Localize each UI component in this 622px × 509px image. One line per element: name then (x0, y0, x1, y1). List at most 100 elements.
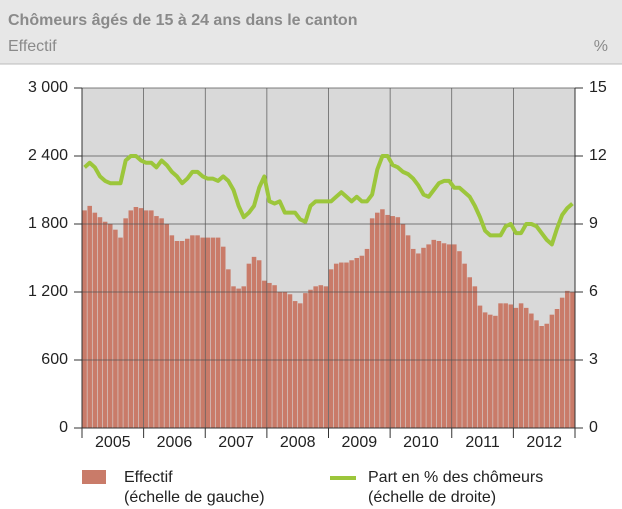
bar (154, 216, 159, 428)
bar (97, 217, 103, 428)
bar (123, 218, 128, 428)
bar (518, 303, 524, 428)
y2-tick-label: 0 (589, 419, 598, 436)
bar (493, 315, 498, 428)
bar (87, 205, 92, 428)
bar (267, 282, 272, 428)
bar (323, 286, 329, 428)
bar (200, 237, 205, 428)
y2-tick-label: 9 (589, 215, 598, 232)
bar (205, 237, 211, 428)
bar (436, 241, 442, 428)
x-tick-label: 2011 (465, 434, 500, 451)
bar (159, 218, 164, 428)
bar (149, 210, 154, 428)
bar (452, 244, 457, 428)
bar (210, 237, 216, 428)
bar (118, 237, 123, 428)
bar (508, 304, 514, 428)
bar (102, 221, 108, 428)
y-tick-label: 1 200 (28, 283, 68, 300)
bar (82, 210, 87, 428)
bar (164, 224, 170, 428)
bar (559, 297, 565, 428)
legend-note: (échelle de droite) (368, 489, 496, 506)
bar (549, 314, 555, 428)
y-tick-label: 3 000 (28, 79, 68, 96)
y2-tick-label: 15 (589, 79, 607, 96)
y-tick-label: 1 800 (28, 215, 68, 232)
bar (143, 210, 149, 428)
bar (467, 277, 472, 428)
y-tick-label: 600 (41, 351, 68, 368)
bar (128, 210, 134, 428)
x-tick-label: 2007 (218, 434, 254, 451)
bar (262, 280, 267, 428)
y2-unit: % (594, 38, 608, 55)
bar (256, 260, 262, 428)
bar (400, 224, 406, 428)
bar (534, 320, 539, 428)
bar (472, 286, 478, 428)
bar (339, 262, 344, 428)
bar (236, 288, 241, 428)
bar (441, 243, 447, 428)
bar (354, 258, 360, 428)
bar (251, 256, 257, 428)
bar (380, 209, 385, 428)
bar (487, 314, 493, 428)
bar (190, 235, 195, 428)
x-tick-label: 2009 (342, 434, 378, 451)
bar (174, 241, 180, 428)
bar (344, 262, 349, 428)
bar (462, 263, 467, 428)
legend-swatch (82, 470, 106, 484)
bar (333, 263, 339, 428)
y-tick-label: 2 400 (28, 147, 68, 164)
legend-label: Effectif (124, 469, 173, 486)
bar (220, 246, 226, 428)
bar (169, 235, 175, 428)
y2-tick-label: 12 (589, 147, 607, 164)
bar (297, 303, 303, 428)
bar (195, 235, 200, 428)
bar (292, 301, 298, 428)
bar (410, 248, 416, 428)
chart-subtitle: Effectif (8, 38, 57, 55)
bar (421, 247, 426, 428)
bar (328, 269, 334, 428)
bar (359, 255, 365, 428)
bar (554, 309, 560, 428)
bar (308, 289, 313, 428)
y2-tick-label: 3 (589, 351, 598, 368)
bar (215, 237, 221, 428)
bar (246, 263, 252, 428)
bar (92, 212, 98, 428)
legend-note: (échelle de gauche) (124, 489, 265, 506)
x-tick-label: 2010 (403, 434, 439, 451)
y2-tick-label: 6 (589, 283, 598, 300)
bar (133, 207, 139, 428)
bar (513, 307, 519, 428)
bar (375, 212, 380, 428)
bar (138, 208, 144, 428)
bar (457, 251, 462, 428)
bar (272, 285, 277, 428)
bar (426, 244, 431, 428)
bar (390, 216, 395, 428)
chart-title: Chômeurs âgés de 15 à 24 ans dans le can… (8, 12, 357, 29)
bar (349, 260, 354, 428)
bar (523, 307, 529, 428)
bar (446, 244, 452, 428)
bar (107, 224, 113, 428)
bar (179, 241, 185, 428)
bar (385, 214, 390, 428)
bar (431, 239, 437, 428)
bar (231, 286, 236, 428)
bar (313, 286, 318, 428)
x-tick-label: 2008 (280, 434, 316, 451)
bar (226, 269, 231, 428)
bar (529, 313, 534, 428)
bar (369, 218, 375, 428)
